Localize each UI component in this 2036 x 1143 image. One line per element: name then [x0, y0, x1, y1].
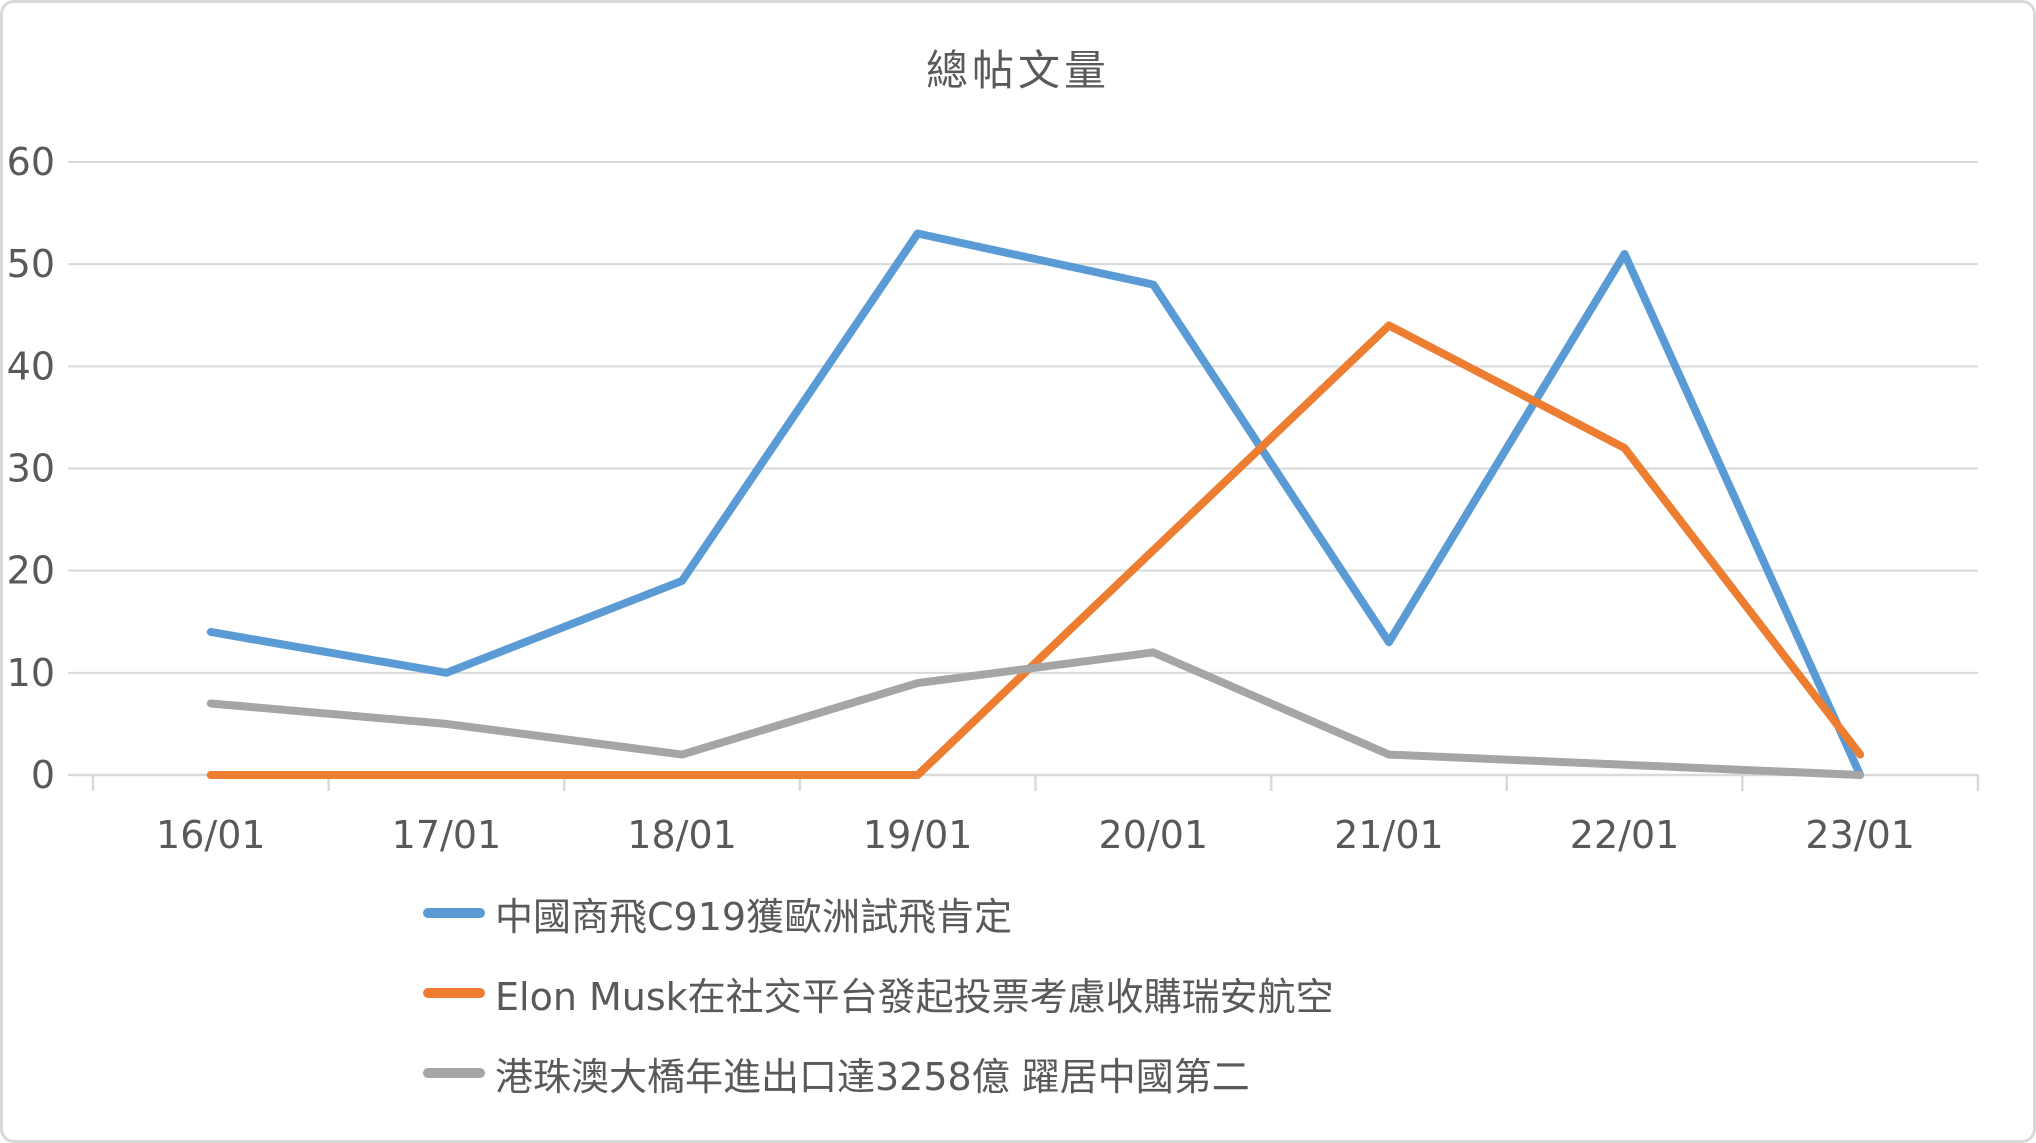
x-axis-label: 21/01 — [1334, 813, 1444, 857]
legend-swatch — [423, 988, 485, 998]
y-axis-label: 0 — [31, 753, 55, 797]
x-axis-label: 23/01 — [1805, 813, 1915, 857]
y-axis-label: 50 — [7, 242, 55, 286]
legend-label: Elon Musk在社交平台發起投票考慮收購瑞安航空 — [495, 974, 1334, 1019]
x-axis-label: 22/01 — [1570, 813, 1680, 857]
x-axis-label: 17/01 — [392, 813, 502, 857]
legend-item-2: 港珠澳大橋年進出口達3258億 躍居中國第二 — [423, 1033, 1334, 1113]
series-line-1 — [206, 321, 1865, 779]
legend-label: 港珠澳大橋年進出口達3258億 躍居中國第二 — [495, 1054, 1250, 1099]
y-axis-label: 30 — [7, 447, 55, 491]
y-axis-label: 40 — [7, 344, 55, 388]
legend-swatch — [423, 1068, 485, 1078]
chart-legend: 中國商飛C919獲歐洲試飛肯定 Elon Musk在社交平台發起投票考慮收購瑞安航… — [423, 873, 1334, 1113]
series-line-2 — [206, 648, 1865, 779]
legend-item-0: 中國商飛C919獲歐洲試飛肯定 — [423, 873, 1334, 953]
legend-label: 中國商飛C919獲歐洲試飛肯定 — [495, 894, 1013, 939]
x-axis-label: 19/01 — [863, 813, 973, 857]
series-line-0 — [206, 229, 1865, 779]
x-axis-label: 18/01 — [627, 813, 737, 857]
x-axis-label: 20/01 — [1099, 813, 1209, 857]
legend-swatch — [423, 908, 485, 918]
plot-area: 0 10 20 30 40 50 60 16/01 17/01 18/01 19/01 20/01 21… — [7, 140, 1980, 857]
y-axis-label: 60 — [7, 140, 55, 184]
chart-title: 總帖文量 — [925, 46, 1110, 95]
legend-item-1: Elon Musk在社交平台發起投票考慮收購瑞安航空 — [423, 953, 1334, 1033]
x-axis-label: 16/01 — [156, 813, 266, 857]
y-axis-label: 10 — [7, 651, 55, 695]
y-axis-label: 20 — [7, 549, 55, 593]
